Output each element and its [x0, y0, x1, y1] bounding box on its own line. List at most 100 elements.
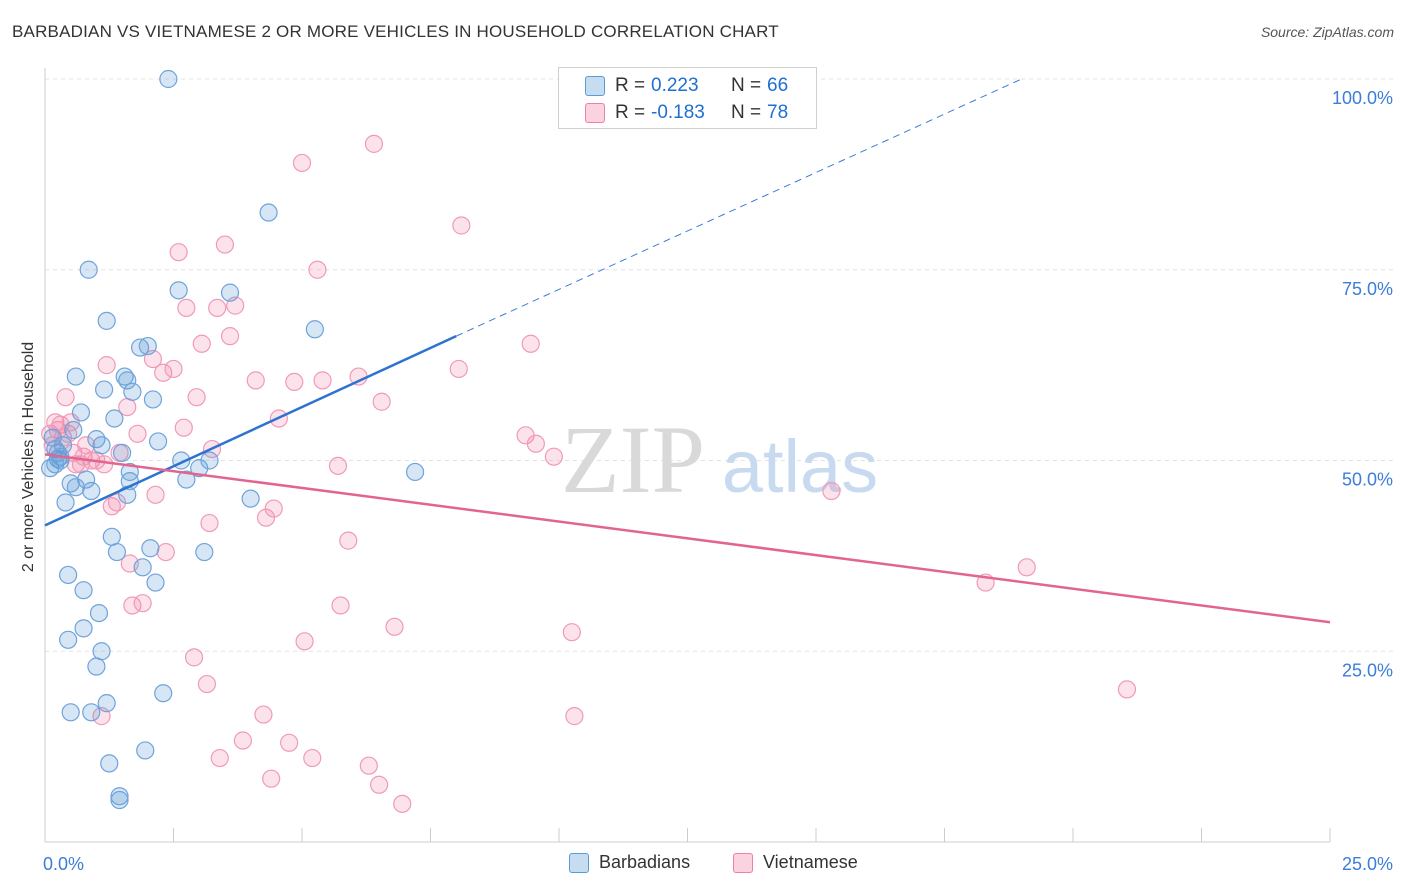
- vietnamese-point: [303, 748, 322, 768]
- vietnamese-point: [146, 485, 165, 504]
- legend-item-barbadians[interactable]: Barbadians: [569, 852, 690, 873]
- legend-label: Barbadians: [599, 852, 691, 872]
- vietnamese-swatch: [733, 852, 753, 873]
- barbadian-point: [92, 642, 111, 661]
- barbadian-point: [46, 455, 65, 474]
- legend-row-vietnamese: R = -0.183 N = 78: [585, 101, 788, 125]
- correlation-legend: R = 0.223 N = 66 R = -0.183 N = 78: [558, 67, 817, 129]
- barbadian-point: [138, 336, 157, 356]
- barbadian-point: [56, 493, 75, 512]
- barbadian-point: [77, 470, 96, 489]
- barbadians-swatch: [569, 852, 589, 873]
- barbadian-point: [100, 754, 119, 773]
- barbadian-point: [136, 741, 155, 760]
- vietnamese-point: [215, 235, 234, 254]
- vietnamese-point: [370, 775, 389, 794]
- vietnamese-point: [56, 388, 75, 407]
- r-label: R =: [615, 75, 646, 96]
- vietnamese-point: [200, 513, 219, 533]
- barbadian-point: [82, 481, 101, 501]
- barbadian-point: [154, 684, 173, 703]
- vietnamese-point: [169, 243, 188, 262]
- vietnamese-point: [364, 134, 384, 153]
- r-value: -0.183: [651, 102, 705, 123]
- barbadian-point: [92, 436, 111, 455]
- vietnamese-point: [174, 418, 193, 437]
- vietnamese-point: [331, 596, 350, 615]
- vietnamese-point: [262, 769, 281, 788]
- barbadian-point: [107, 542, 127, 562]
- vietnamese-point: [156, 542, 175, 562]
- vietnamese-point: [95, 455, 114, 474]
- barbadian-point: [133, 558, 152, 577]
- barbadian-point: [118, 371, 137, 390]
- vietnamese-point: [449, 359, 468, 379]
- barbadian-point: [112, 443, 132, 462]
- vietnamese-point: [385, 617, 404, 636]
- vietnamese-point: [452, 216, 471, 235]
- barbadian-point: [97, 694, 116, 713]
- vietnamese-point: [177, 298, 196, 317]
- barbadian-point: [102, 527, 121, 546]
- barbadian-point: [59, 565, 78, 585]
- legend-item-vietnamese[interactable]: Vietnamese: [733, 852, 858, 873]
- vietnamese-point: [264, 499, 283, 518]
- vietnamese-point: [562, 623, 581, 642]
- vietnamese-point: [292, 153, 312, 173]
- vietnamese-point: [233, 731, 252, 750]
- vietnamese-point: [285, 372, 304, 392]
- barbadian-point: [143, 390, 163, 409]
- barbadian-point: [66, 478, 85, 497]
- y-tick-labels: 25.0% 50.0% 75.0% 100.0%: [1332, 88, 1393, 680]
- barbadians-swatch: [585, 76, 605, 96]
- vietnamese-point: [526, 434, 545, 453]
- vietnamese-point: [154, 363, 173, 382]
- n-label: N =: [731, 75, 762, 96]
- vietnamese-point: [192, 334, 211, 353]
- barbadian-point: [110, 790, 129, 810]
- vietnamese-point: [133, 594, 152, 613]
- barbadian-point: [146, 573, 165, 592]
- barbadian-point: [66, 367, 85, 386]
- vietnamese-point: [544, 447, 563, 466]
- vietnamese-point: [393, 794, 412, 813]
- barbadian-point: [59, 630, 78, 649]
- barbadian-point: [82, 703, 101, 722]
- barbadian-point: [190, 459, 209, 478]
- x-tick-label: 0.0%: [43, 854, 84, 874]
- vietnamese-point: [1117, 680, 1137, 699]
- barbadian-point: [220, 283, 240, 302]
- barbadian-point: [177, 470, 196, 489]
- vietnamese-point: [256, 508, 276, 527]
- vietnamese-point: [210, 748, 229, 768]
- barbadian-point: [110, 787, 129, 806]
- vietnamese-point: [187, 388, 206, 407]
- watermark-zip: ZIP: [561, 406, 705, 513]
- vietnamese-swatch: [585, 103, 605, 123]
- vietnamese-point: [359, 756, 378, 775]
- vietnamese-point: [246, 371, 265, 390]
- vietnamese-point: [128, 424, 147, 443]
- watermark-atlas: atlas: [722, 425, 878, 508]
- barbadian-point: [169, 281, 188, 300]
- vietnamese-point: [313, 371, 332, 390]
- vietnamese-point: [220, 327, 240, 346]
- barbadian-point: [241, 489, 260, 508]
- barbadian-point: [200, 451, 219, 470]
- vietnamese-point: [521, 334, 540, 353]
- barbadian-point: [105, 409, 124, 428]
- barbadian-trend-dashed: [455, 78, 1022, 337]
- vietnamese-point: [339, 531, 358, 550]
- vietnamese-point: [328, 456, 348, 475]
- barbadian-point: [120, 462, 139, 482]
- vietnamese-point: [280, 733, 299, 752]
- y-tick-label: 25.0%: [1342, 660, 1393, 680]
- vietnamese-point: [822, 481, 841, 501]
- barbadian-point: [64, 420, 83, 440]
- y-tick-label: 75.0%: [1342, 279, 1393, 299]
- gridlines: [45, 78, 1395, 652]
- vietnamese-point: [97, 356, 116, 375]
- barbadian-point: [71, 403, 91, 422]
- vietnamese-point: [295, 632, 314, 651]
